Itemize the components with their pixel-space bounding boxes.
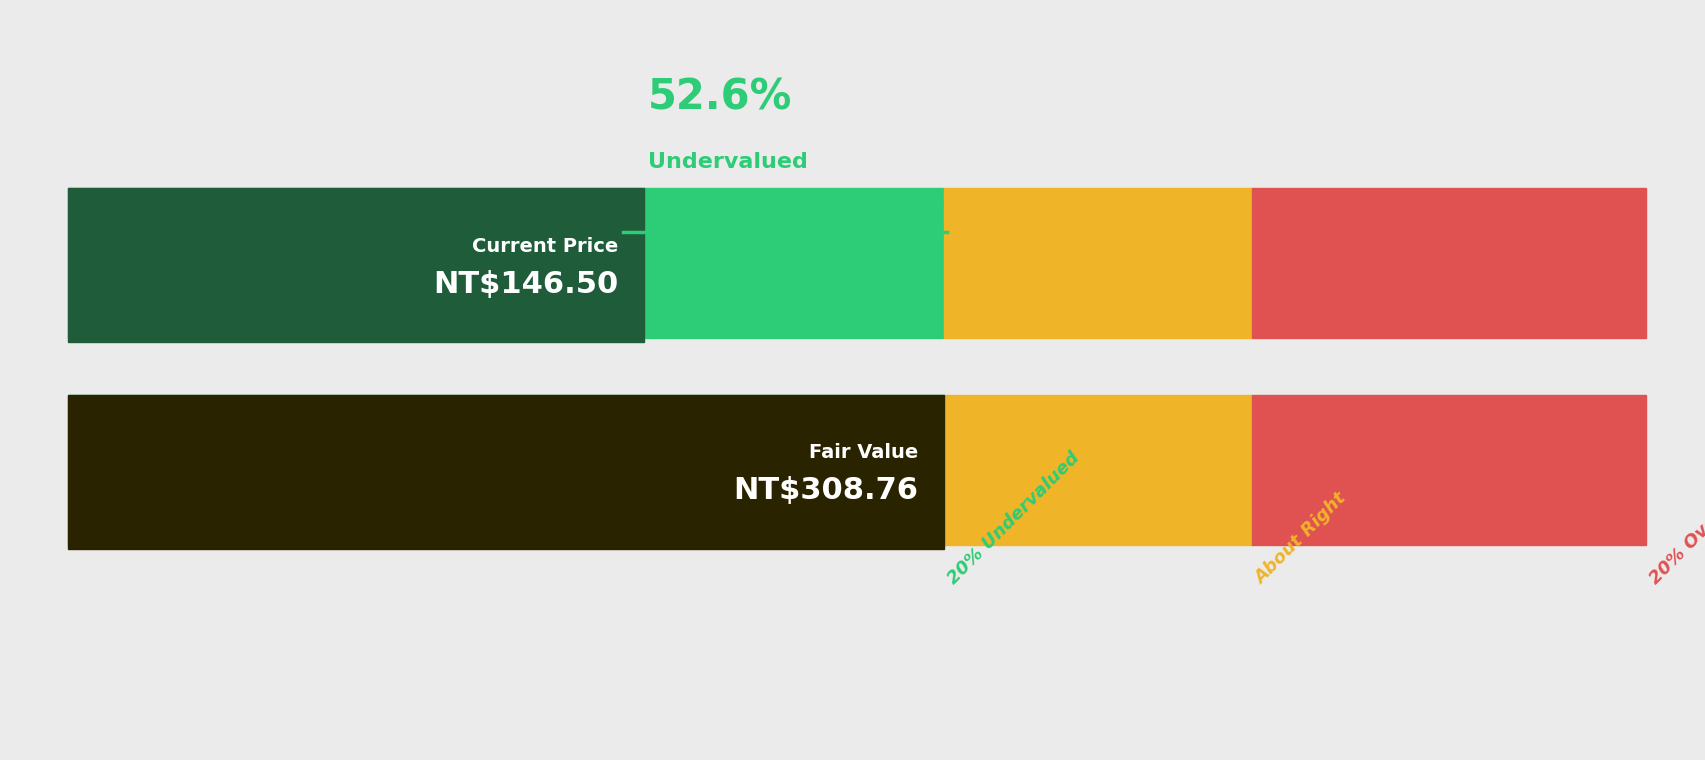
Bar [68, 188, 943, 205]
Bar [1251, 205, 1645, 338]
Bar [68, 188, 644, 342]
Bar [68, 528, 943, 545]
Bar [1251, 395, 1645, 528]
Bar [943, 205, 1251, 338]
Bar [68, 395, 943, 528]
Bar [68, 395, 943, 549]
Text: NT$308.76: NT$308.76 [733, 477, 917, 505]
Bar [943, 188, 1251, 205]
Text: Undervalued: Undervalued [648, 152, 808, 172]
Text: About Right: About Right [1251, 489, 1349, 588]
Bar [1251, 528, 1645, 545]
Text: NT$146.50: NT$146.50 [433, 270, 619, 299]
Bar [943, 395, 1251, 528]
Text: 20% Overvalued: 20% Overvalued [1645, 458, 1705, 588]
Text: 52.6%: 52.6% [648, 76, 793, 118]
Bar [943, 528, 1251, 545]
Bar [68, 205, 943, 338]
Text: 20% Undervalued: 20% Undervalued [943, 449, 1083, 588]
Text: Current Price: Current Price [472, 237, 619, 255]
Bar [1251, 188, 1645, 205]
Text: Fair Value: Fair Value [808, 444, 917, 462]
